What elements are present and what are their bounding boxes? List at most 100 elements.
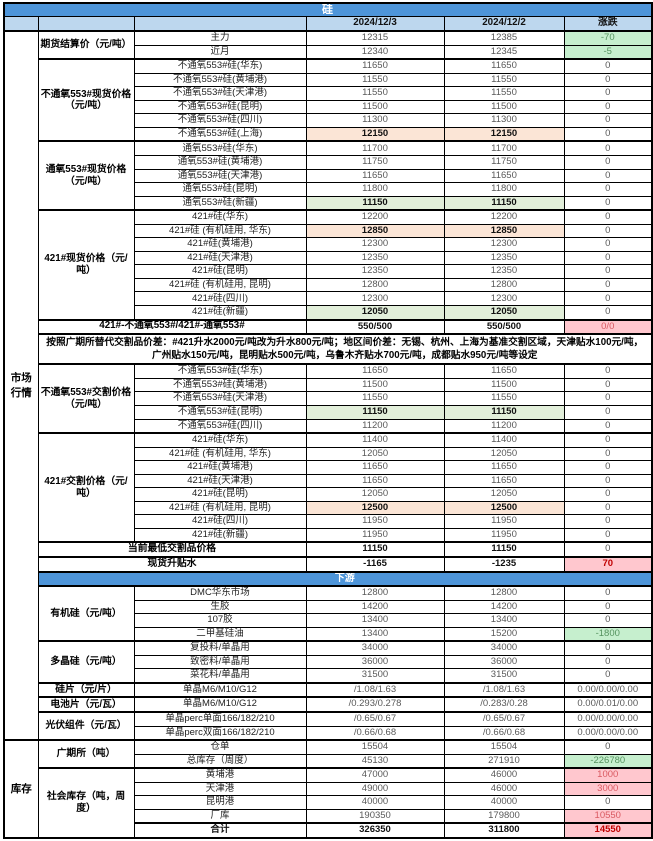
value-cell: 36000 — [305, 654, 445, 670]
table-row: 菜花料/单晶用 31500 31500 0 — [4, 668, 653, 684]
item-label: 单晶M6/M10/G12 — [133, 696, 307, 713]
value-cell: /0.66/0.68 — [443, 725, 565, 741]
header-date-2: 2024/12/2 — [443, 16, 565, 32]
item-label: 不通氧553#硅(昆明) — [133, 404, 307, 420]
value-cell: 15200 — [443, 626, 565, 642]
item-label: 不通氧553#硅(黄埔港) — [133, 72, 307, 88]
table-row: 通氧553#现货价格（元/吨） 通氧553#硅(华东) 11700 11700 0 — [4, 140, 653, 211]
table-row: 421#硅 (有机硅用, 华东) 12050 12050 0 — [4, 446, 653, 462]
change-cell: -70 — [563, 30, 653, 46]
value-cell: /0.283/0.28 — [443, 696, 565, 713]
table-row: 421#硅(四川) 12300 12300 0 — [4, 291, 653, 307]
value-cell: 11150 — [305, 195, 445, 211]
change-cell: 0 — [563, 113, 653, 128]
value-cell: 47000 — [305, 767, 445, 783]
table-row: 421#硅 (有机硅用, 昆明) 12500 12500 0 — [4, 500, 653, 516]
value-cell: 13400 — [305, 613, 445, 628]
value-cell: 11550 — [305, 72, 445, 88]
value-cell: 12315 — [305, 30, 445, 46]
value-cell: 11200 — [443, 418, 565, 434]
value-cell: 46000 — [443, 767, 565, 783]
value-cell: 11650 — [305, 363, 445, 379]
value-cell: 34000 — [443, 640, 565, 656]
value-cell: 40000 — [305, 795, 445, 810]
change-cell: 0.00/0.00/0.00 — [563, 681, 653, 698]
category-label: 不通氧553#现货价格（元/吨） — [37, 58, 135, 142]
change-cell: 0 — [563, 250, 653, 266]
value-cell: 12300 — [443, 237, 565, 252]
item-label: 通氧553#硅(华东) — [133, 140, 307, 157]
value-cell: 12200 — [443, 209, 565, 225]
category-label: 电池片（元/瓦） — [37, 696, 135, 713]
change-cell: 0 — [563, 291, 653, 307]
change-cell: 0 — [563, 432, 653, 448]
change-cell: 0 — [563, 460, 653, 475]
value-cell: 13400 — [443, 613, 565, 628]
value-cell: /1.08/1.63 — [305, 681, 445, 698]
value-cell: 11750 — [305, 155, 445, 170]
table-row: 昆明港 40000 40000 0 — [4, 795, 653, 810]
item-label: 复投料/单晶用 — [133, 640, 307, 656]
value-cell: 11500 — [443, 99, 565, 115]
item-label: 421#硅(昆明) — [133, 487, 307, 502]
table-row: 通氧553#硅(新疆) 11150 11150 0 — [4, 195, 653, 211]
item-label: 黄埔港 — [133, 767, 307, 783]
value-cell: 271910 — [443, 753, 565, 769]
item-label: 总库存（周度） — [133, 753, 307, 769]
title-row: 硅 — [3, 2, 653, 18]
table-row: 硅片（元/片） 单晶M6/M10/G12/1.08/1.63/1.08/1.63 0… — [4, 681, 653, 698]
table-row: 421#交割价格（元/吨） 421#硅(华东) 11400 11400 0 — [4, 432, 653, 543]
value-cell: 11150 — [443, 195, 565, 211]
value-cell: 11550 — [443, 391, 565, 406]
category-label: 硅片（元/片） — [37, 681, 135, 698]
value-cell: /0.65/0.67 — [305, 710, 445, 727]
table-row: 不通氧553#硅(昆明) 11150 11150 0 — [4, 404, 653, 420]
value-cell: 11550 — [443, 72, 565, 88]
value-cell: 11950 — [443, 514, 565, 529]
item-label: 天津港 — [133, 781, 307, 797]
value-cell: 12850 — [443, 223, 565, 239]
item-label: 不通氧553#硅(四川) — [133, 113, 307, 128]
value-cell: 11150 — [443, 404, 565, 420]
value-cell: 34000 — [305, 640, 445, 656]
value-cell: 13400 — [305, 626, 445, 642]
value-cell: 14200 — [305, 599, 445, 615]
change-cell: 0.00/0.00/0.00 — [563, 725, 653, 741]
table-row: 现货升贴水 -1165 -1235 70 — [4, 555, 653, 573]
table-row: 通氧553#硅(黄埔港) 11750 11750 0 — [4, 155, 653, 170]
table-row: 库存 广期所（吨） 仓单 15504 15504 0 — [3, 739, 653, 839]
value-cell: 12385 — [443, 30, 565, 46]
group-label-market: 市场行情 — [3, 30, 39, 741]
change-cell: 0 — [563, 599, 653, 615]
item-label: 单晶perc单面166/182/210 — [133, 710, 307, 727]
value-cell: 11650 — [305, 473, 445, 489]
header-row: 2024/12/3 2024/12/2 涨跌 — [3, 16, 653, 32]
value-cell: 11650 — [305, 168, 445, 184]
value-cell: 12350 — [305, 264, 445, 279]
item-label: 421#硅(华东) — [133, 209, 307, 225]
table-body: 硅 2024/12/3 2024/12/2 涨跌 市场行情 期货结算价（元/吨）主… — [3, 2, 653, 839]
table-row: 不通氧553#硅(黄埔港) 11550 11550 0 — [4, 72, 653, 88]
item-label: 421#硅(黄埔港) — [133, 237, 307, 252]
value-cell: 31500 — [443, 668, 565, 684]
value-cell: 12150 — [305, 126, 445, 142]
value-cell: 12050 — [305, 305, 445, 321]
category-label: 不通氧553#交割价格（元/吨） — [37, 363, 135, 434]
value-cell: 11300 — [443, 113, 565, 128]
table-row: 通氧553#硅(天津港) 11650 11650 0 — [4, 168, 653, 184]
item-label: 致密料/单晶用 — [133, 654, 307, 670]
value-cell: 12350 — [305, 250, 445, 266]
item-label: 421#硅(四川) — [133, 291, 307, 307]
table-row: 生胶 14200 14200 0 — [4, 599, 653, 615]
value-cell: 12050 — [443, 446, 565, 462]
change-cell: 0 — [563, 527, 653, 543]
item-label: 421#硅(天津港) — [133, 473, 307, 489]
table-row: 不通氧553#硅(天津港) 11550 11550 0 — [4, 86, 653, 101]
table-row: 天津港 49000 46000 3000 — [4, 781, 653, 797]
item-label: 不通氧553#硅(天津港) — [133, 391, 307, 406]
change-cell: 0 — [563, 795, 653, 810]
item-label: 421#硅(四川) — [133, 514, 307, 529]
item-label: 通氧553#硅(天津港) — [133, 168, 307, 184]
value-cell: 12500 — [305, 500, 445, 516]
